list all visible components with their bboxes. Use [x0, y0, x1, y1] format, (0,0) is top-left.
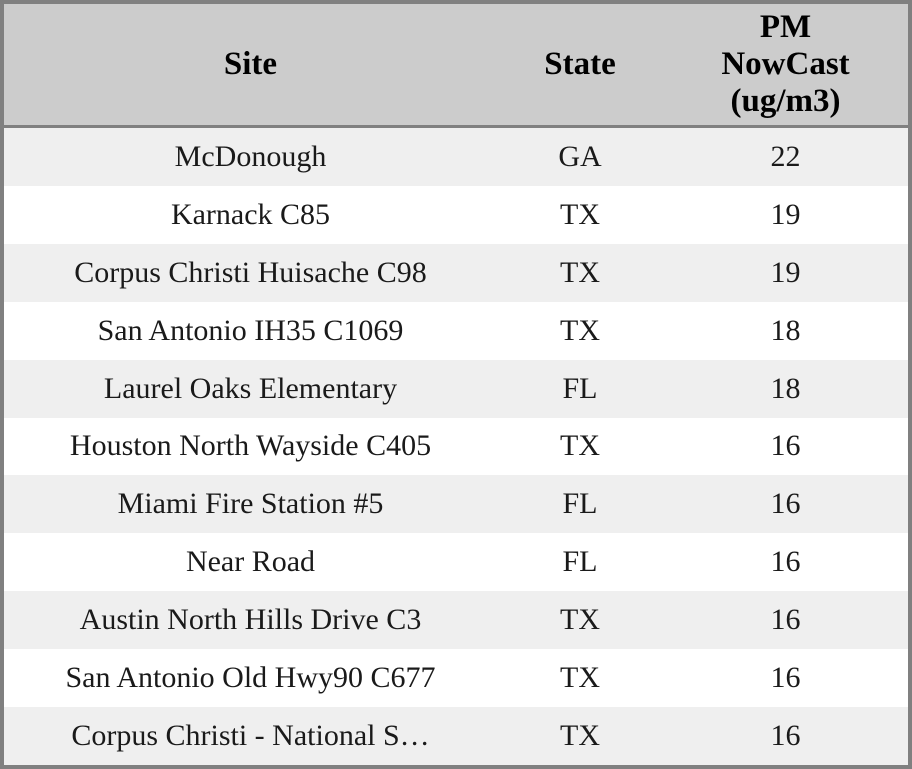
- table-header-row: Site State PM NowCast (ug/m3): [4, 4, 908, 128]
- cell-site: Laurel Oaks Elementary: [103, 371, 398, 405]
- cell-state: TX: [560, 603, 600, 637]
- cell-pm-nowcast: 18: [770, 371, 801, 405]
- cell-pm-nowcast: 19: [770, 197, 801, 231]
- cell-state: GA: [558, 139, 602, 173]
- cell-pm-nowcast: 22: [770, 139, 801, 173]
- cell-state: TX: [560, 197, 600, 231]
- table-row[interactable]: San Antonio Old Hwy90 C677 TX 16: [4, 649, 908, 708]
- cell-state: TX: [560, 719, 600, 753]
- table-row[interactable]: Karnack C85 TX 19: [4, 185, 908, 244]
- cell-site: San Antonio Old Hwy90 C677: [65, 661, 436, 695]
- cell-state: TX: [560, 255, 600, 289]
- cell-state: FL: [562, 371, 598, 405]
- cell-site: Corpus Christi Huisache C98: [74, 255, 427, 289]
- table-body: McDonough GA 22 Karnack C85 TX 19 Corpus Chris…: [4, 128, 908, 765]
- cell-state: FL: [562, 545, 598, 579]
- cell-pm-nowcast: 16: [770, 661, 801, 695]
- column-header-state: State: [544, 46, 616, 83]
- cell-state: TX: [560, 313, 600, 347]
- column-header-site: Site: [223, 46, 278, 83]
- cell-site: Miami Fire Station #5: [117, 487, 384, 521]
- cell-pm-nowcast: 19: [770, 255, 801, 289]
- table-row[interactable]: Austin North Hills Drive C3 TX 16: [4, 591, 908, 650]
- cell-state: TX: [560, 429, 600, 463]
- table-row[interactable]: Laurel Oaks Elementary FL 18: [4, 359, 908, 418]
- table-row[interactable]: Corpus Christi - National S… TX 16: [4, 707, 908, 765]
- column-header-pm-nowcast: PM NowCast (ug/m3): [721, 9, 850, 119]
- table-row[interactable]: Corpus Christi Huisache C98 TX 19: [4, 243, 908, 302]
- cell-site: Austin North Hills Drive C3: [79, 603, 422, 637]
- cell-pm-nowcast: 16: [770, 545, 801, 579]
- table-row[interactable]: Near Road FL 16: [4, 533, 908, 592]
- cell-pm-nowcast: 16: [770, 719, 801, 753]
- cell-state: TX: [560, 661, 600, 695]
- cell-pm-nowcast: 16: [770, 487, 801, 521]
- cell-site: Houston North Wayside C405: [69, 429, 432, 463]
- cell-pm-nowcast: 16: [770, 603, 801, 637]
- cell-site: McDonough: [174, 139, 327, 173]
- cell-site: Karnack C85: [170, 197, 331, 231]
- cell-pm-nowcast: 18: [770, 313, 801, 347]
- cell-state: FL: [562, 487, 598, 521]
- table-row[interactable]: San Antonio IH35 C1069 TX 18: [4, 301, 908, 360]
- cell-pm-nowcast: 16: [770, 429, 801, 463]
- table-row[interactable]: Miami Fire Station #5 FL 16: [4, 475, 908, 534]
- table-row[interactable]: McDonough GA 22: [4, 128, 908, 186]
- cell-site: San Antonio IH35 C1069: [97, 313, 404, 347]
- cell-site: Near Road: [185, 545, 316, 579]
- table-row[interactable]: Houston North Wayside C405 TX 16: [4, 417, 908, 476]
- cell-site: Corpus Christi - National S…: [71, 719, 430, 753]
